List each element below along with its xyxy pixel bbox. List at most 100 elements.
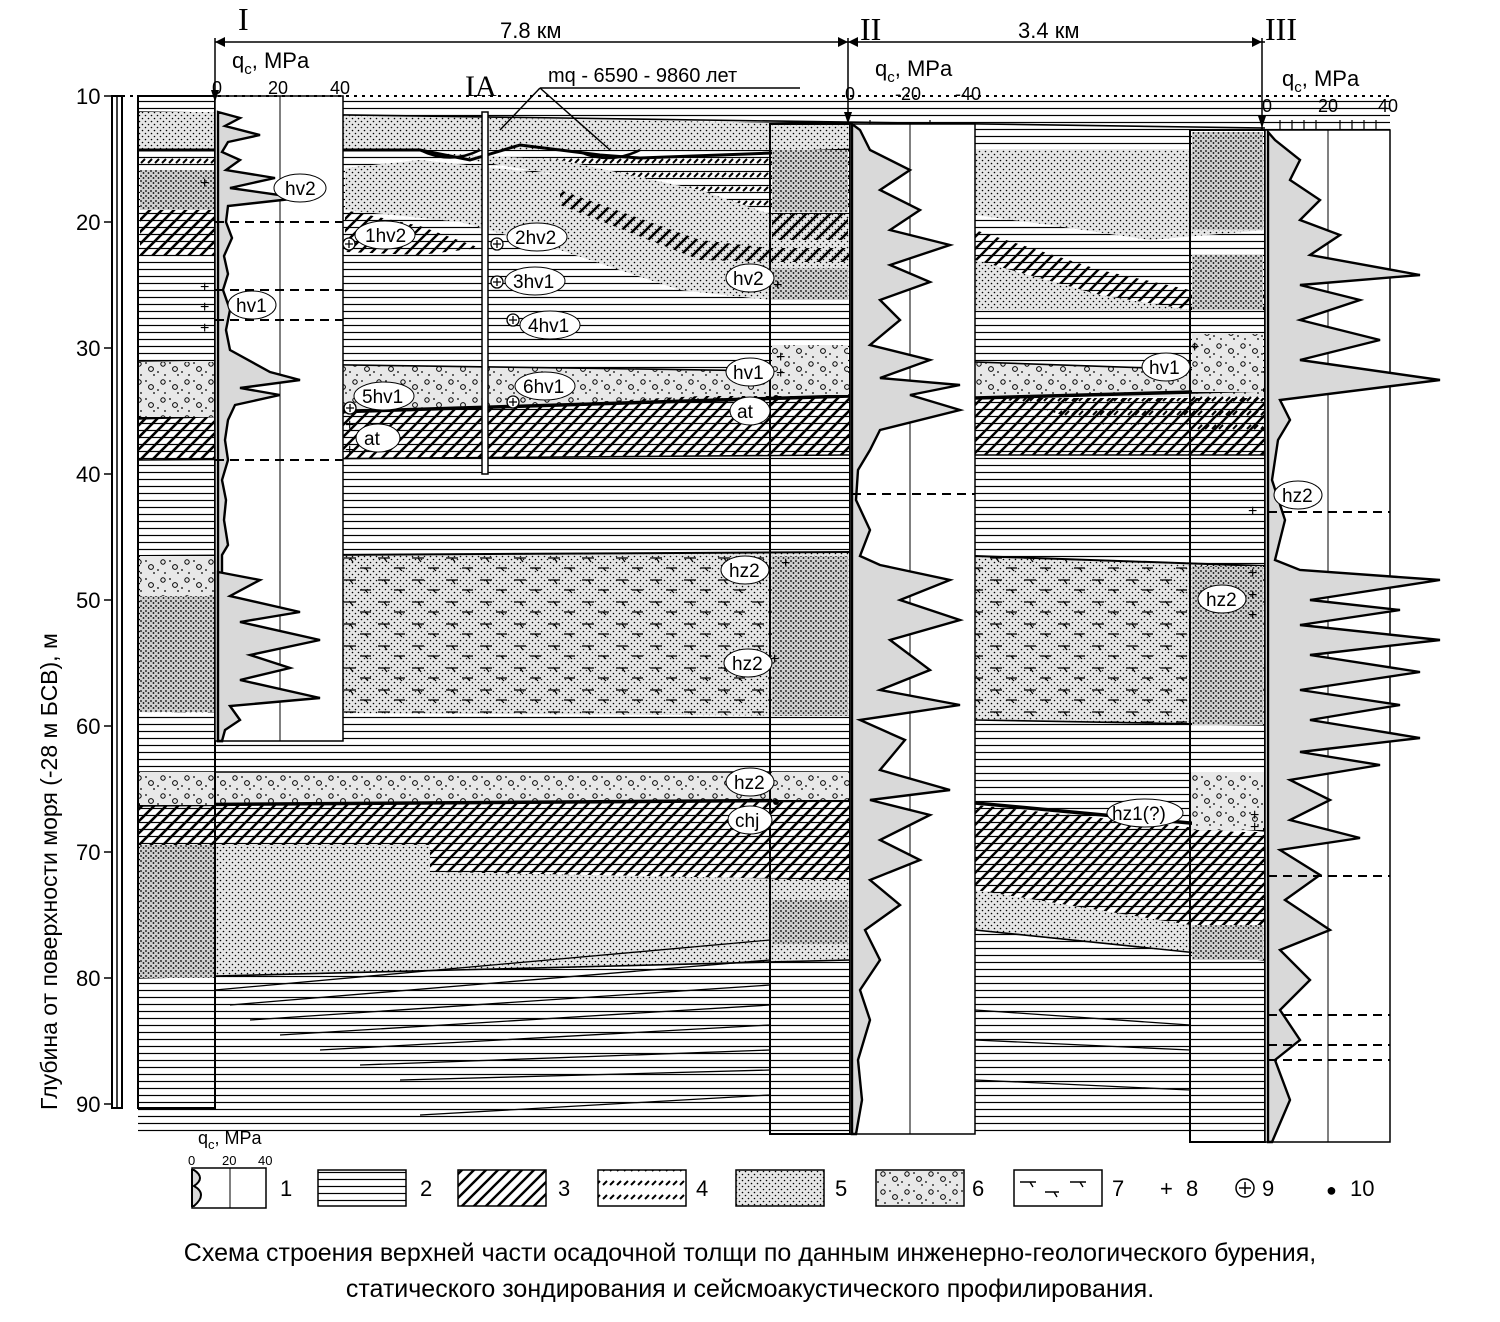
- upper-sand-wedge: [420, 152, 850, 240]
- svg-text:+: +: [200, 175, 209, 192]
- depth-tick-10: 10: [76, 84, 100, 109]
- cpt-curve-I: [216, 110, 301, 743]
- svg-text:hv1: hv1: [733, 363, 764, 384]
- legend-3-label: 3: [558, 1176, 570, 1201]
- legend-qc-20: 20: [222, 1153, 236, 1168]
- svg-text:+: +: [770, 651, 779, 668]
- legend-2-label: 2: [420, 1176, 432, 1201]
- svg-text:hz2: hz2: [1282, 486, 1313, 507]
- svg-text:+: +: [1248, 565, 1257, 582]
- borehole-I-label: I: [238, 1, 249, 37]
- legend-10-symbol: ●: [1326, 1180, 1337, 1200]
- svg-text:at: at: [737, 402, 754, 423]
- borehole-IA-pipe: [481, 111, 489, 475]
- seismic-reflectors: [214, 939, 1191, 1116]
- svg-text:hz2: hz2: [734, 773, 765, 794]
- legend-2-swatch: [317, 1169, 407, 1207]
- label-hz2-c: hz2: [1197, 584, 1247, 614]
- label-at-b: at: [729, 396, 771, 426]
- qc-tick-I-20: 20: [268, 78, 288, 98]
- label-hz2-a: hz2: [1273, 480, 1323, 510]
- svg-text:+: +: [1248, 607, 1257, 624]
- label-1hv2: 1hv2: [354, 220, 416, 250]
- qc-tick-II-40: -40: [955, 84, 981, 104]
- dashed-markers: [215, 221, 1390, 1061]
- legend-1-swatch: [191, 1167, 267, 1209]
- svg-text:hz2: hz2: [729, 561, 760, 582]
- depth-tick-60: 60: [76, 714, 100, 739]
- legend-9-label: 9: [1262, 1176, 1274, 1201]
- depth-tick-80: 80: [76, 966, 100, 991]
- svg-text:+: +: [1250, 819, 1259, 836]
- svg-text:+: +: [1248, 503, 1257, 520]
- lower-sand-layer: [138, 845, 850, 978]
- svg-text:+: +: [781, 555, 790, 572]
- depth-tick-40: 40: [76, 462, 100, 487]
- label-2hv2: 2hv2: [506, 222, 568, 252]
- cpt-curve-I-lower: [216, 570, 321, 743]
- qc-header-II: qc, MPa: [875, 56, 953, 86]
- cpt-curves: [216, 110, 1441, 1144]
- legend-qc-0: 0: [188, 1153, 195, 1168]
- label-hv1-c: hv1: [1141, 352, 1191, 382]
- legend-10-label: 10: [1350, 1176, 1374, 1201]
- date-annotation: mq - 6590 - 9860 лет: [548, 65, 737, 87]
- label-hv2-a: hv2: [273, 173, 327, 203]
- depth-tick-30: 30: [76, 336, 100, 361]
- legend-5-swatch: [735, 1169, 825, 1207]
- label-chj: chj: [727, 805, 773, 835]
- svg-text:+: +: [1250, 807, 1259, 824]
- qc-header-III: qc, MPa: [1282, 66, 1360, 96]
- strata-labels: hv2 1hv2 2hv2 hv1 3hv1 4hv1 hv2 hv1 5hv1…: [227, 173, 1323, 835]
- gravel-layer-lower: [138, 772, 850, 805]
- legend-qc-40: 40: [258, 1153, 272, 1168]
- distance-I-II: 7.8 км: [500, 18, 561, 43]
- legend-6-label: 6: [972, 1176, 984, 1201]
- qc-tick-II-20: -20: [895, 84, 921, 104]
- svg-text:hz1(?): hz1(?): [1112, 804, 1166, 825]
- legend-8-label: 8: [1186, 1176, 1198, 1201]
- svg-text:+: +: [200, 279, 209, 296]
- cpt-curve-II: [850, 121, 965, 1136]
- label-hz2-d: hz2: [723, 648, 773, 678]
- borehole-III-label: III: [1265, 11, 1297, 47]
- label-at-a: at: [355, 423, 401, 453]
- svg-text:4hv1: 4hv1: [528, 316, 569, 337]
- chj-clay-layer: [138, 800, 850, 880]
- legend-7-label: 7: [1112, 1176, 1124, 1201]
- middle-sand-wedge: [345, 160, 850, 300]
- legend-5-label: 5: [835, 1176, 847, 1201]
- qc-tick-III-20: 20: [1318, 96, 1338, 116]
- svg-text:5hv1: 5hv1: [362, 387, 403, 408]
- depth-tick-20: 20: [76, 210, 100, 235]
- label-hv1-a: hv1: [227, 290, 277, 320]
- qc-header-I: qc, MPa: [232, 48, 310, 78]
- svg-text:at: at: [364, 429, 381, 450]
- svg-text:hv1: hv1: [236, 296, 267, 317]
- upper-dashed-layer: [138, 150, 850, 214]
- legend: qc, MPa 0 20 40 1 2 3 4 5 6 7 + 8 9 ● 10: [188, 1128, 1374, 1209]
- svg-text:+: +: [345, 442, 354, 459]
- svg-text:hv2: hv2: [285, 179, 316, 200]
- svg-text:+: +: [200, 320, 209, 337]
- svg-text:+: +: [776, 349, 785, 366]
- legend-7-swatch: [1013, 1169, 1103, 1207]
- qc-tick-I-0: 0: [212, 78, 222, 98]
- depth-axis: 10 20 30 40 50 60 70 80 90 Глубина от по…: [36, 84, 112, 1117]
- caption-line-2: статического зондирования и сейсмоакусти…: [345, 1275, 1155, 1303]
- label-hz2-b: hz2: [720, 555, 770, 585]
- sample-markers: ++ ++ ++ ++ ++ ++ ++ ++ ++: [200, 175, 1259, 836]
- depth-tick-90: 90: [76, 1092, 100, 1117]
- svg-text:+: +: [345, 417, 354, 434]
- caption-line-1: Схема строения верхней части осадочной т…: [183, 1239, 1317, 1267]
- label-6hv1: 6hv1: [514, 371, 576, 401]
- clay-lens-upper: [560, 190, 850, 262]
- svg-text:+: +: [773, 277, 782, 294]
- borehole-II-label: II: [860, 11, 881, 47]
- qc-tick-III-40: 40: [1378, 96, 1398, 116]
- legend-3-swatch: [457, 1169, 547, 1207]
- qc-tick-II-0: 0: [845, 84, 855, 104]
- svg-text:6hv1: 6hv1: [523, 377, 564, 398]
- depth-tick-70: 70: [76, 840, 100, 865]
- label-4hv1: 4hv1: [519, 310, 581, 340]
